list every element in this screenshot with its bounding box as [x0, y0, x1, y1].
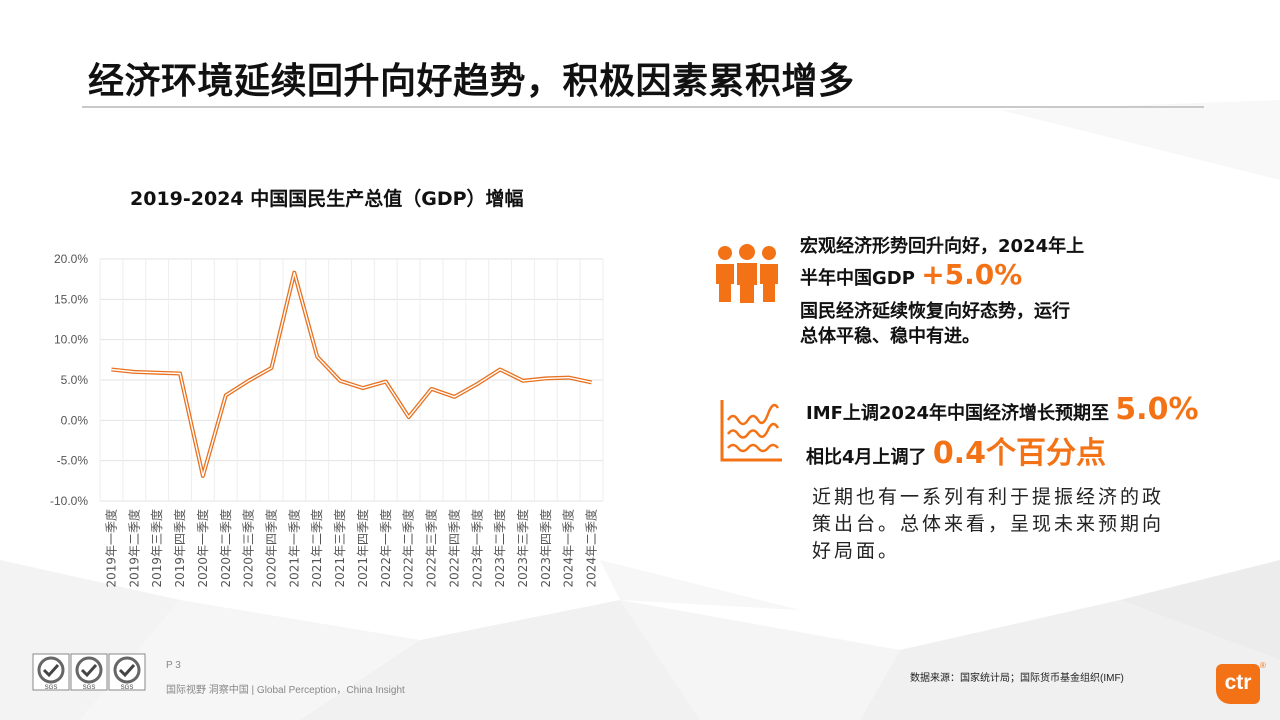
panel1-gdp-growth: +5.0%: [921, 258, 1023, 291]
wave-chart-icon: [720, 400, 782, 462]
panel1-line1: 宏观经济形势回升向好，2024年上: [800, 236, 1085, 257]
registered-mark: ®: [1260, 661, 1266, 670]
x-tick-label: 2024年二季度: [584, 509, 599, 588]
x-tick-label: 2020年二季度: [218, 509, 233, 588]
sgs-label: SGS: [45, 685, 58, 691]
panel2-imf-forecast: 5.0%: [1115, 392, 1199, 427]
x-tick-label: 2019年四季度: [172, 509, 187, 588]
y-tick-label: -5.0%: [57, 454, 89, 468]
y-tick-label: 10.0%: [54, 333, 88, 347]
page-number: P 3: [166, 660, 181, 671]
x-tick-label: 2021年四季度: [355, 509, 370, 588]
y-tick-label: 5.0%: [61, 373, 89, 387]
x-tick-label: 2021年一季度: [286, 509, 301, 588]
x-tick-label: 2023年三季度: [515, 509, 530, 588]
x-tick-label: 2020年一季度: [195, 509, 210, 588]
ctr-logo-text: ctr: [1224, 671, 1252, 694]
y-tick-label: -10.0%: [50, 494, 88, 508]
panel2-raise-amount: 0.4个百分点: [932, 436, 1106, 471]
x-tick-label: 2019年一季度: [103, 509, 118, 588]
x-tick-label: 2022年一季度: [378, 509, 393, 588]
x-tick-label: 2020年三季度: [241, 509, 256, 588]
panel1-gdp-label: 半年中国GDP: [800, 268, 915, 289]
title-divider: [82, 106, 1204, 108]
x-tick-label: 2023年四季度: [538, 509, 553, 588]
sgs-certification-icon: SGS: [32, 653, 70, 691]
sgs-label: SGS: [121, 685, 134, 691]
people-group-icon: [716, 244, 778, 303]
panel1-line2: 半年中国GDP +5.0%: [800, 258, 1022, 291]
y-tick-label: 0.0%: [61, 413, 89, 427]
sgs-certification-icon: SGS: [108, 653, 146, 691]
panel1-line3: 国民经济延续恢复向好态势，运行: [800, 301, 1070, 322]
y-tick-label: 20.0%: [54, 252, 88, 266]
sgs-certification-icon: SGS: [70, 653, 108, 691]
x-tick-label: 2023年一季度: [469, 509, 484, 588]
chart-title: 2019-2024 中国国民生产总值（GDP）增幅: [130, 188, 524, 210]
panel2-line1: IMF上调2024年中国经济增长预期至 5.0%: [806, 392, 1199, 427]
panel2-raise-text: 相比4月上调了: [806, 447, 927, 468]
ctr-logo: ctr: [1216, 664, 1260, 704]
panel2-imf-text: IMF上调2024年中国经济增长预期至: [806, 403, 1110, 424]
x-tick-label: 2022年四季度: [446, 509, 461, 588]
x-tick-label: 2021年三季度: [332, 509, 347, 588]
x-tick-label: 2019年二季度: [126, 509, 141, 588]
x-tick-label: 2022年三季度: [424, 509, 439, 588]
panel2-line2: 相比4月上调了 0.4个百分点: [806, 428, 1106, 472]
panel1-line4: 总体平稳、稳中有进。: [800, 326, 980, 347]
x-tick-label: 2019年三季度: [149, 509, 164, 588]
gdp-series-line-inner: [111, 272, 592, 477]
page-title: 经济环境延续回升向好趋势，积极因素累积增多: [88, 61, 855, 102]
sgs-label: SGS: [83, 685, 96, 691]
policy-note: 近期也有一系列有利于提振经济的政策出台。总体来看，呈现未来预期向好局面。: [812, 486, 1165, 562]
x-tick-label: 2024年一季度: [561, 509, 576, 588]
x-tick-label: 2023年二季度: [492, 509, 507, 588]
x-tick-label: 2022年二季度: [401, 509, 416, 588]
x-tick-label: 2020年四季度: [263, 509, 278, 588]
data-source: 数据来源：国家统计局；国际货币基金组织(IMF): [910, 673, 1124, 684]
footer-tagline: 国际视野 洞察中国 | Global Perception，China Insi…: [166, 685, 405, 696]
x-tick-label: 2021年二季度: [309, 509, 324, 588]
y-tick-label: 15.0%: [54, 292, 88, 306]
